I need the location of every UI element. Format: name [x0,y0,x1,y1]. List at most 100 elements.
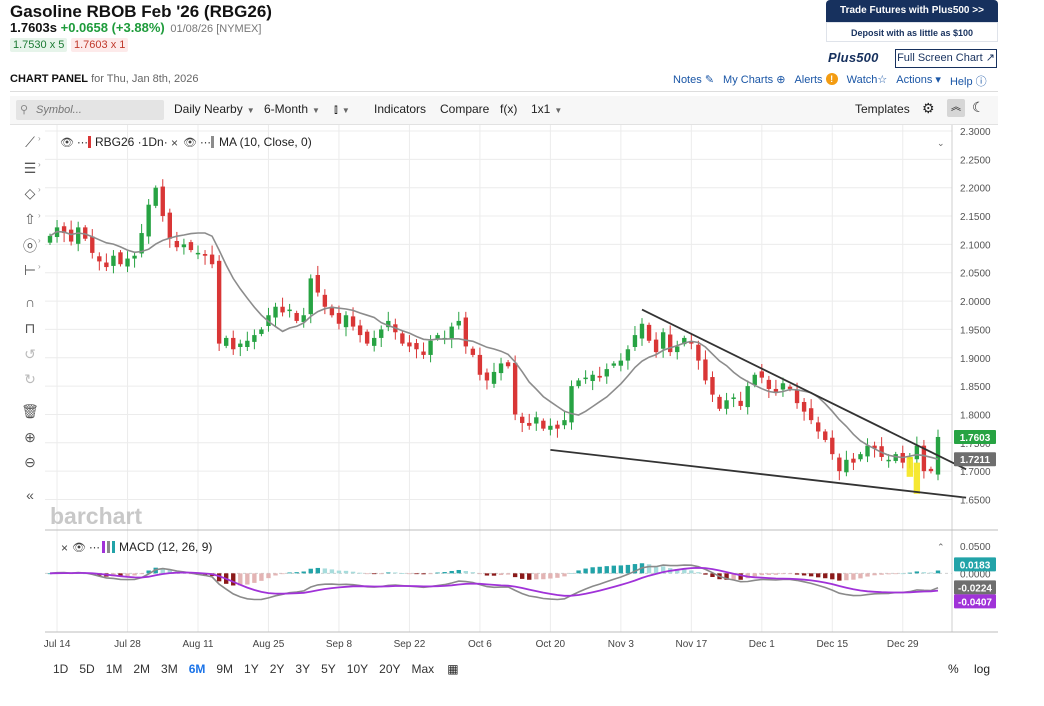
candle-body [421,351,426,355]
range-button-9m[interactable]: 9M [216,662,234,676]
candle-body [294,312,299,321]
macd-bar [449,570,454,574]
range-button-2m[interactable]: 2M [133,662,151,676]
candle-body [308,278,313,315]
text-tool-icon[interactable]: ⓞ › [23,236,41,254]
candle-body [597,375,602,378]
collapse-toolbar-icon[interactable]: ︽ [947,99,965,117]
candle-body [252,335,257,342]
eye-icon[interactable]: 👁 ⋯ [72,542,100,554]
percent-scale-button[interactable]: % [948,662,959,676]
range-button-3y[interactable]: 3Y [295,662,311,676]
chevron-down-icon[interactable]: ⌄ [937,138,945,148]
candle-body [350,316,356,327]
shape-tool-icon[interactable]: ◇ › [24,185,41,201]
plus500-logo[interactable]: Plus500 [828,50,879,65]
candle-body [886,459,891,462]
trendlines[interactable] [550,308,967,499]
candle-body [653,339,659,353]
trash-icon[interactable]: 🗑 [21,403,39,419]
range-button-1d[interactable]: 1D [53,662,69,676]
eye-icon[interactable]: 👁 ⋯ [183,137,211,149]
price-tick-label: 2.2000 [960,184,991,195]
notes-link[interactable]: Notes ✎ [673,73,714,89]
price-chart[interactable]: barchart 2.30002.25002.20002.15002.10002… [0,125,1044,655]
promo-deposit-text[interactable]: Deposit with as little as $100 [826,22,998,42]
candle-body [238,343,243,347]
panel-date: for Thu, Jan 8th, 2026 [91,73,199,85]
layout-dropdown[interactable]: 1x1 ▼ [531,102,562,116]
watch-link[interactable]: Watch☆ [847,73,888,89]
macd-bar [259,573,264,581]
line-tool-icon[interactable]: ⟋ › [25,134,41,150]
my-charts-link[interactable]: My Charts ⊕ [723,73,785,89]
help-link[interactable]: Help ⓘ [950,73,987,89]
candle-body [541,420,546,429]
range-button-max[interactable]: Max [411,662,435,676]
lock-icon[interactable]: ⊓ [24,320,36,336]
undo-icon[interactable]: ↺ [24,346,36,362]
macd-bar [167,569,172,574]
measure-tool-icon[interactable]: ⊢ › [23,262,41,278]
star-icon: ☆ [877,74,888,86]
macd-legend[interactable]: × 👁 ⋯ MACD (12, 26, 9) ⌃ [61,540,945,555]
close-icon[interactable]: × [171,136,178,150]
macd-bar [350,571,356,574]
submenu-arrow-icon: › [38,160,41,169]
macd-bar [512,573,518,578]
redo-icon[interactable]: ↻ [24,371,36,387]
indicators-button[interactable]: Indicators [374,102,427,116]
full-screen-chart-button[interactable]: Full Screen Chart ↗ [895,49,997,68]
macd-bar [329,569,335,574]
function-button[interactable]: f(x) [500,102,518,116]
candle-body [724,400,729,409]
range-button-10y[interactable]: 10Y [346,662,369,676]
macd-tick-label: 0.0000 [960,569,991,580]
macd-bar [576,570,581,574]
range-button-2y[interactable]: 2Y [269,662,285,676]
macd-bar [696,572,701,574]
zoom-in-icon[interactable]: ⊕ [24,429,36,445]
chevron-up-icon[interactable]: ⌃ [937,542,945,552]
candle-body [195,252,201,255]
compare-button[interactable]: Compare [440,102,490,116]
log-scale-button[interactable]: log [974,662,991,676]
magnet-icon[interactable]: ∩ [24,294,36,310]
range-button-5d[interactable]: 5D [79,662,95,676]
range-button-1m[interactable]: 1M [105,662,123,676]
price-tick-label: 2.1000 [960,240,991,251]
symbol-search-input[interactable] [16,100,164,120]
range-button-1y[interactable]: 1Y [244,662,259,676]
calendar-icon[interactable]: ▦ [447,662,459,676]
watch-label: Watch [846,74,878,86]
gear-icon[interactable]: ⚙ [922,100,935,116]
templates-button[interactable]: Templates [855,102,910,116]
alerts-link[interactable]: Alerts ! [794,73,838,89]
aggregation-dropdown[interactable]: Daily Nearby ▼ [174,102,255,116]
candle-body [76,227,81,244]
period-dropdown[interactable]: 6-Month ▼ [264,102,320,116]
highlighted-candle [906,456,913,477]
candle-body [773,388,779,392]
range-button-5y[interactable]: 5Y [321,662,336,676]
close-icon[interactable]: × [61,541,68,555]
range-button-3m[interactable]: 3M [161,662,178,676]
candle-body [752,374,757,385]
trade-futures-button[interactable]: Trade Futures with Plus500 >> [826,0,998,22]
zoom-out-icon[interactable]: ⊖ [24,454,36,470]
macd-bar [675,569,680,574]
macd-bar [498,573,504,576]
arrow-tool-icon[interactable]: ⇧ › [24,211,41,227]
fib-tool-icon[interactable]: ☰ › [23,160,41,176]
chart-type-dropdown[interactable]: ⫾ ▼ [334,102,350,117]
range-button-6m[interactable]: 6M [188,662,206,676]
price-legend[interactable]: 👁 ⋯ RBG26 ·1Dn· × 👁 ⋯ MA (10, Close, 0) … [60,135,945,150]
dark-mode-icon[interactable]: ☾ [972,99,985,115]
range-button-20y[interactable]: 20Y [379,662,401,676]
macd-bar [731,573,736,580]
collapse-left-icon[interactable]: « [26,487,34,503]
eye-icon[interactable]: 👁 ⋯ [60,137,88,149]
actions-menu[interactable]: Actions ▾ [896,73,941,89]
macd-bar [315,567,320,574]
chart-toolbar: ⚲ Daily Nearby▼ 6-Month▼ ⫾▼ Indicators C… [10,96,998,125]
